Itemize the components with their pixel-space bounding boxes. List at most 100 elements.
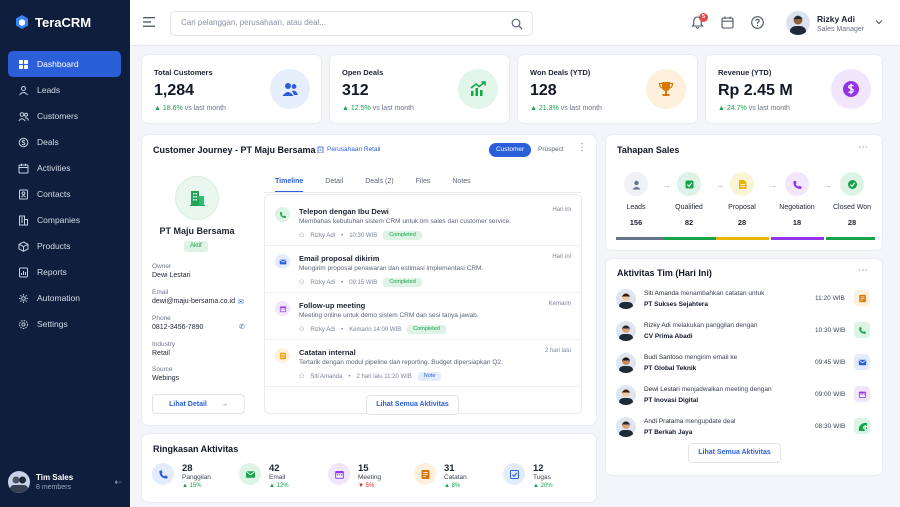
sidebar-item-settings[interactable]: Settings [8,311,121,337]
timeline-item[interactable]: Telepon dengan Ibu Dewi Membahas kebutuh… [265,199,581,246]
view-all-team-activities-button[interactable]: Lihat Semua Aktivitas [688,443,781,463]
more-options-icon[interactable]: ⋯ [858,142,869,153]
sidebar-item-deals[interactable]: Deals [8,129,121,155]
search-icon[interactable] [511,18,523,30]
stat-change: ▲ 12.5% vs last month [342,105,414,112]
sidebar-item-products[interactable]: Products [8,233,121,259]
sidebar-item-label: Leads [37,85,61,95]
tab-notes[interactable]: Notes [452,178,471,185]
switch-icon[interactable]: ⇠ [114,476,122,487]
activity-type-icon [854,322,870,338]
timeline-status-badge: Completed [383,278,422,287]
summary-catatan[interactable]: 31 Catatan ▲ 8% [414,463,494,493]
sidebar-item-customers[interactable]: Customers [8,103,121,129]
user-avatar[interactable] [786,11,810,35]
activity-target[interactable]: PT Sukses Sejahtera [644,301,708,308]
stage-proposal[interactable]: Proposal 28 [721,172,763,227]
app-name: TeraCRM [35,14,92,30]
stat-card-open-deals[interactable]: Open Deals 312 ▲ 12.5% vs last month [329,54,510,124]
stage-closed-won[interactable]: Closed Won 28 [831,172,873,227]
sidebar-item-label: Products [37,241,71,251]
summary-tugas[interactable]: 12 Tugas ▲ 20% [503,463,583,493]
team-activity-item[interactable]: Budi Santoso mengirim email ke PT Global… [616,351,872,383]
activity-action: menjadwalkan meeting dengan [681,386,772,393]
toggle-prospect[interactable]: Prospect [538,146,564,153]
sidebar-item-contacts[interactable]: Contacts [8,181,121,207]
team-activity-item[interactable]: Siti Amanda menambahkan catatan untuk PT… [616,287,872,319]
timeline-item[interactable]: Email proposal dikirim Mengirim proposal… [265,246,581,293]
summary-email[interactable]: 42 Email ▲ 12% [239,463,319,493]
mail-icon[interactable]: ✉ [238,299,244,306]
sidebar-item-leads[interactable]: Leads [8,77,121,103]
search-bar[interactable] [170,11,533,36]
trophy-icon [658,82,674,96]
summary-change-value: 12% [276,483,289,489]
stat-card-total-customers[interactable]: Total Customers 1,284 ▲ 18.6% vs last mo… [141,54,322,124]
team-activity-item[interactable]: Andi Pratama mengupdate deal PT Berkah J… [616,415,872,447]
chevron-down-icon[interactable] [875,18,883,26]
timeline-item[interactable]: Follow-up meeting Meeting online untuk d… [265,293,581,340]
summary-panggilan[interactable]: 28 Panggilan ▲ 15% [152,463,232,493]
dollar-icon [858,422,867,431]
sidebar-item-companies[interactable]: Companies [8,207,121,233]
activity-target[interactable]: PT Global Teknik [644,365,697,372]
company-building-icon [190,191,205,206]
timeline-meta: ⚇ Rizky Adi • 10:30 WIB Completed [299,231,422,240]
summary-change-value: 5% [365,483,375,489]
note-icon [279,352,286,359]
summary-value: 12 [533,463,544,474]
more-options-icon[interactable]: ⋯ [858,265,869,276]
tab-files[interactable]: Files [415,178,431,185]
trend-up-arrow-icon: ▲ [269,483,277,489]
stat-change-suffix: vs last month [184,105,226,112]
stat-icon-circle [646,69,686,109]
stage-qualified[interactable]: Qualified 82 [668,172,710,227]
tab-detail[interactable]: Detail [325,178,344,185]
companies-icon [19,215,28,225]
stage-negotiation[interactable]: Negotiation 18 [776,172,818,227]
sidebar-item-automation[interactable]: Automation [8,285,121,311]
view-detail-button[interactable]: Lihat Detail → [152,394,245,414]
tab-deals[interactable]: Deals (2) [365,178,394,185]
activity-target[interactable]: PT Berkah Jaya [644,429,693,436]
app-logo[interactable]: TeraCRM [14,14,91,30]
customer-journey-card: Customer Journey - PT Maju Bersama Perus… [141,134,597,426]
phone-icon[interactable]: ✆ [239,324,245,331]
stage-icon-circle [785,172,809,196]
view-all-activities-button[interactable]: Lihat Semua Aktivitas [366,395,459,415]
activity-time: 09:00 WIB [815,391,846,398]
activity-summary-card: Ringkasan Aktivitas 28 Panggilan ▲ 15% 4… [141,433,597,503]
team-name: Tim Sales [36,473,74,482]
calendar-icon[interactable] [720,15,735,30]
industry-chip-label: Perusahaan Retail [327,146,381,153]
avatar [616,289,636,309]
phone-icon [158,470,167,479]
stat-card-revenue-ytd[interactable]: Revenue (YTD) Rp 2.45 M ▲ 24.7% vs last … [705,54,883,124]
timeline-status-badge: Completed [407,325,446,334]
stat-card-won-deals-ytd[interactable]: Won Deals (YTD) 128 ▲ 21.3% vs last mont… [517,54,698,124]
toggle-customer[interactable]: Customer [489,143,532,157]
tab-timeline[interactable]: Timeline [275,176,304,193]
search-input[interactable] [181,18,501,27]
activity-target[interactable]: CV Prima Abadi [644,333,693,340]
summary-meeting[interactable]: 15 Meeting ▼ 5% [328,463,408,493]
sidebar-item-reports[interactable]: Reports [8,259,121,285]
user-name[interactable]: Rizky Adi [817,14,855,24]
trend-up-arrow-icon: ▲ [530,105,539,112]
team-activity-item[interactable]: Dewi Lestari menjadwalkan meeting dengan… [616,383,872,415]
team-switcher[interactable]: Tim Sales 8 members ⇠ [8,471,122,493]
activity-user: Dewi Lestari [644,386,680,393]
stage-leads[interactable]: Leads 156 [615,172,657,227]
activity-target[interactable]: PT Inovasi Digital [644,397,699,404]
sidebar-item-activities[interactable]: Activities [8,155,121,181]
avatar [616,417,636,437]
help-icon[interactable] [750,15,765,30]
sidebar-item-dashboard[interactable]: Dashboard [8,51,121,77]
team-activity-item[interactable]: Rizky Adi melakukan panggilan dengan CV … [616,319,872,351]
menu-icon[interactable] [143,17,155,27]
stat-label: Won Deals (YTD) [530,68,591,77]
qualified-icon [685,180,693,188]
summary-icon-circle [152,463,174,485]
timeline-item[interactable]: Catatan internal Tertarik dengan modul p… [265,340,581,387]
more-options-icon[interactable]: ⋮ [577,142,588,153]
